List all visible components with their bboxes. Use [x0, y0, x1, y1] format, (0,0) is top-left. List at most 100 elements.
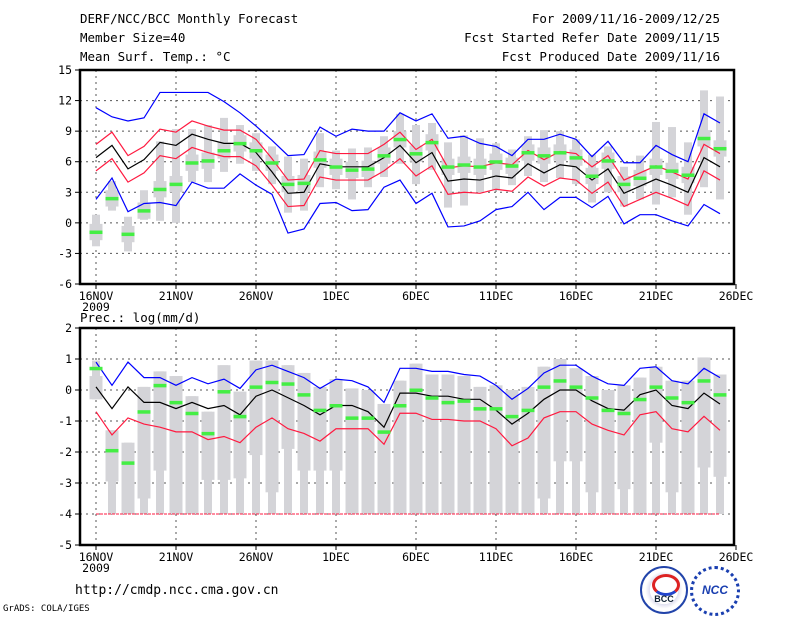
median-marker [297, 393, 311, 397]
quartile-box [233, 391, 247, 479]
median-marker [425, 140, 439, 145]
x-tick-label: 16DEC [559, 550, 594, 564]
x-tick-label: 26NOV [239, 550, 274, 564]
median-marker [697, 379, 711, 383]
quartile-box [201, 411, 215, 480]
quartile-box [281, 365, 295, 449]
median-marker [633, 397, 647, 402]
median-marker [649, 385, 663, 389]
y-tick-label: 1 [65, 352, 72, 366]
median-marker [377, 430, 391, 434]
median-marker [201, 431, 215, 436]
quartile-box [697, 357, 711, 468]
median-marker [393, 404, 407, 408]
median-marker [537, 385, 551, 389]
median-marker [441, 400, 455, 405]
median-marker [265, 380, 279, 385]
median-marker [89, 366, 103, 371]
quartile-box [393, 380, 407, 514]
bcc-logo: BCC [640, 566, 688, 614]
upper-inner-line [95, 120, 721, 181]
quartile-box [633, 377, 647, 514]
y-tick-label: 0 [65, 216, 72, 230]
median-marker [473, 165, 487, 169]
member-size: Member Size=40 [80, 30, 186, 45]
y-tick-label: -5 [58, 538, 72, 552]
x-tick-label: 16NOV [79, 550, 114, 564]
lower-inner-line [95, 411, 721, 447]
median-marker [281, 382, 295, 386]
median-marker [617, 411, 631, 416]
x-tick-label: 16NOV [79, 289, 114, 303]
median-marker [569, 156, 583, 160]
median-marker [425, 396, 439, 400]
quartile-box [265, 360, 279, 493]
median-marker [137, 209, 151, 213]
quartile-box [553, 359, 567, 462]
median-marker [505, 414, 519, 419]
quartile-box [441, 374, 455, 514]
grads-credit: GrADS: COLA/IGES [3, 604, 90, 614]
median-marker [521, 151, 535, 155]
x-tick-label: 16DEC [559, 289, 594, 303]
quartile-box [169, 376, 183, 514]
quartile-box [329, 379, 343, 471]
median-marker [217, 149, 231, 153]
median-marker [121, 461, 135, 465]
x-tick-label: 26DEC [719, 289, 754, 303]
median-marker [681, 400, 695, 405]
quartile-box [649, 366, 663, 443]
median-marker [169, 400, 183, 405]
quartile-box [617, 385, 631, 490]
median-marker [665, 396, 679, 400]
median-marker [457, 163, 471, 167]
median-marker [553, 379, 567, 383]
median-marker [649, 165, 663, 169]
ncc-logo-text: NCC [702, 583, 728, 597]
y-tick-label: 15 [58, 63, 72, 77]
y-tick-label: 9 [65, 124, 72, 138]
y-tick-label: -3 [58, 476, 72, 490]
median-marker [377, 154, 391, 158]
quartile-box [537, 366, 551, 499]
chart-title: DERF/NCC/BCC Monthly Forecast [80, 11, 299, 26]
quartile-box [505, 390, 519, 514]
x-tick-label: 1DEC [322, 550, 350, 564]
quartile-box [681, 380, 695, 514]
median-marker [601, 408, 615, 413]
y-tick-label: 0 [65, 383, 72, 397]
median-marker [89, 230, 103, 235]
quartile-box [457, 376, 471, 514]
plot-frame [78, 326, 736, 547]
quartile-box [713, 374, 727, 477]
footer-url[interactable]: http://cmdp.ncc.cma.gov.cn [75, 583, 279, 598]
median-marker [473, 407, 487, 411]
median-marker [601, 159, 615, 163]
quartile-box [665, 380, 679, 493]
median-marker [265, 161, 279, 165]
x-tick-label: 26DEC [719, 550, 754, 564]
median-marker [505, 164, 519, 168]
median-marker [489, 160, 503, 164]
x-year-label: 2009 [82, 561, 110, 575]
median-marker [137, 410, 151, 414]
quartile-box [249, 360, 263, 456]
x-tick-label: 6DEC [402, 289, 430, 303]
median-marker [281, 182, 295, 187]
quartile-box [217, 365, 231, 480]
median-marker [169, 182, 183, 187]
x-tick-label: 6DEC [402, 550, 430, 564]
median-marker [185, 411, 199, 416]
median-marker [457, 399, 471, 403]
lower-inner-line [95, 146, 721, 208]
median-marker [121, 232, 135, 237]
median-marker [185, 161, 199, 165]
variable-label: Mean Surf. Temp.: °C [80, 49, 231, 64]
quartile-box [425, 374, 439, 514]
y-tick-label: -2 [58, 445, 72, 459]
median-marker [393, 137, 407, 142]
x-year-label: 2009 [82, 300, 110, 314]
y-tick-label: -4 [58, 507, 72, 521]
x-tick-label: 21DEC [639, 550, 674, 564]
